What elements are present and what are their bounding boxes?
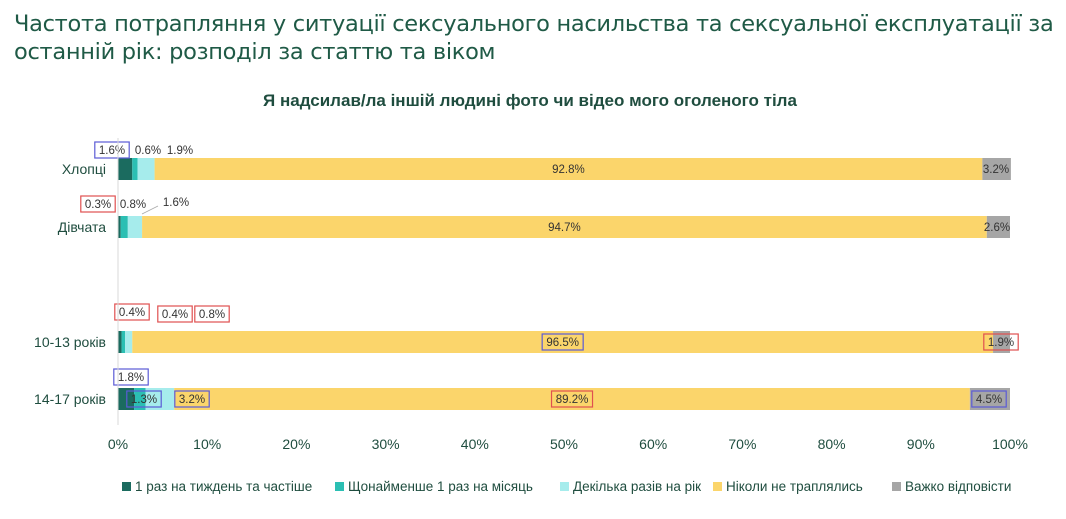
legend-label-1: 1 раз на тиждень та частіше	[135, 479, 312, 494]
legend-swatch-4	[713, 482, 722, 491]
legend-label-4: Ніколи не траплялись	[726, 479, 863, 494]
x-tick-label: 0%	[108, 436, 128, 452]
data-label-дівчата-s1: 0.3%	[85, 199, 111, 211]
bars-layer	[118, 158, 1011, 410]
data-label-хлопці-s2: 0.6%	[135, 145, 161, 157]
legend-label-5: Важко відповісти	[905, 479, 1011, 494]
bar-10-13-років-s3	[125, 331, 132, 353]
data-label-дівчата-s2: 0.8%	[120, 199, 146, 211]
x-tick-label: 70%	[728, 436, 756, 452]
bar-дівчата-s3	[128, 216, 142, 238]
legend-swatch-5	[892, 482, 901, 491]
data-label-14-17-років-s3: 3.2%	[179, 394, 205, 406]
data-label-дівчата-s5: 2.6%	[984, 222, 1010, 234]
x-tick-label: 100%	[992, 436, 1028, 452]
legend-swatch-3	[560, 482, 569, 491]
category-label-10-13-років: 10-13 років	[34, 334, 106, 350]
x-tick-label: 10%	[193, 436, 221, 452]
bar-хлопці-s3	[138, 158, 155, 180]
category-label-хлопці: Хлопці	[62, 161, 106, 177]
data-labels-layer: 1.6% 0.6% 1.9% 92.8% 3.2% 0.3% 0.8% 1.6% 94.7% 2.…	[81, 142, 1018, 407]
data-label-10-13-років-s4: 96.5%	[546, 337, 579, 349]
bar-10-13-років-s1	[118, 331, 122, 353]
data-label-хлопці-s1: 1.6%	[99, 145, 125, 157]
bar-хлопці-s2	[132, 158, 137, 180]
legend: 1 раз на тиждень та частіше Щонайменше 1 …	[122, 479, 1011, 494]
data-label-10-13-років-s5: 1.9%	[988, 337, 1014, 349]
data-label-дівчата-s3: 1.6%	[163, 197, 189, 209]
data-label-14-17-років-s5: 4.5%	[976, 394, 1002, 406]
x-tick-label: 80%	[818, 436, 846, 452]
bar-дівчата-s2	[121, 216, 128, 238]
legend-label-2: Щонайменше 1 раз на місяць	[348, 479, 533, 494]
x-tick-label: 90%	[907, 436, 935, 452]
data-label-10-13-років-s1: 0.4%	[119, 307, 145, 319]
category-label-дівчата: Дівчата	[58, 219, 106, 235]
legend-swatch-1	[122, 482, 131, 491]
data-label-14-17-років-s4: 89.2%	[556, 394, 589, 406]
data-label-хлопці-s3: 1.9%	[167, 145, 193, 157]
x-tick-label: 20%	[282, 436, 310, 452]
data-label-10-13-років-s2: 0.4%	[162, 309, 188, 321]
bar-10-13-років-s2	[122, 331, 126, 353]
category-label-14-17-років: 14-17 років	[34, 391, 106, 407]
legend-label-3: Декілька разів на рік	[573, 479, 701, 494]
data-label-14-17-років-s1: 1.8%	[118, 372, 144, 384]
data-label-дівчата-s4: 94.7%	[548, 222, 581, 234]
x-tick-label: 50%	[550, 436, 578, 452]
data-label-10-13-років-s3: 0.8%	[199, 309, 225, 321]
x-tick-label: 40%	[461, 436, 489, 452]
legend-swatch-2	[335, 482, 344, 491]
data-label-хлопці-s4: 92.8%	[552, 164, 585, 176]
x-tick-label: 30%	[372, 436, 400, 452]
data-label-хлопці-s5: 3.2%	[983, 164, 1009, 176]
data-label-14-17-років-s2: 1.3%	[131, 394, 157, 406]
x-tick-label: 60%	[639, 436, 667, 452]
chart-title: Я надсилав/ла іншій людині фото чи відео…	[263, 91, 797, 110]
bar-хлопці-s1	[118, 158, 132, 180]
